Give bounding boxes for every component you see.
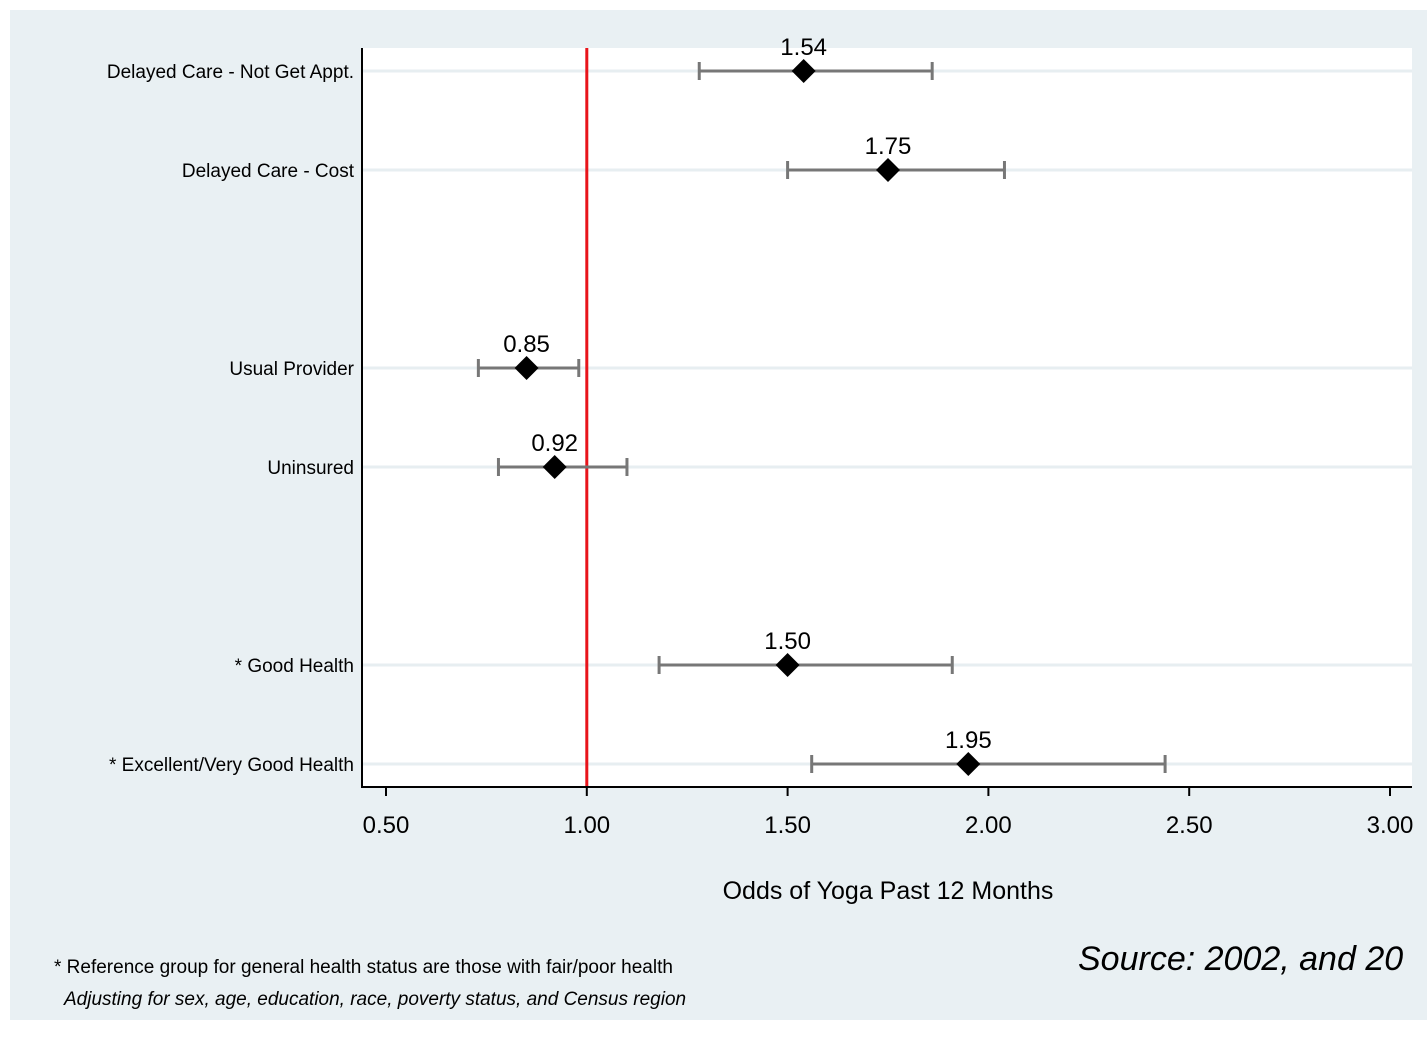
point-estimate-marker <box>514 356 539 380</box>
row-label: * Good Health <box>235 656 354 677</box>
x-tick-label: 1.00 <box>563 812 610 839</box>
adjustment-footnote: Adjusting for sex, age, education, race,… <box>64 989 687 1010</box>
x-axis-title: Odds of Yoga Past 12 Months <box>723 877 1054 905</box>
point-estimate-marker <box>956 752 981 776</box>
row-label: Uninsured <box>267 458 354 479</box>
x-tick-label: 1.50 <box>764 812 811 839</box>
x-tick-label: 2.00 <box>965 812 1012 839</box>
x-tick-label: 0.50 <box>363 812 410 839</box>
value-label: 1.95 <box>945 727 992 754</box>
value-label: 1.54 <box>780 34 827 61</box>
source-note: Source: 2002, and 20 <box>1078 940 1404 978</box>
row-label: Delayed Care - Cost <box>182 161 355 182</box>
value-labels: 1.54 1.75 0.85 0.92 1.50 1.95 <box>503 34 991 754</box>
point-estimates <box>514 59 981 776</box>
value-label: 0.92 <box>531 430 578 457</box>
value-label: 1.75 <box>865 133 912 160</box>
reference-footnote: * Reference group for general health sta… <box>54 957 673 978</box>
x-tick-label: 3.00 <box>1367 812 1414 839</box>
axes: 0.50 1.00 1.50 2.00 2.50 3.00 <box>361 48 1414 839</box>
point-estimate-marker <box>775 653 800 677</box>
point-estimate-marker <box>791 59 816 83</box>
value-label: 1.50 <box>764 628 811 655</box>
value-label: 0.85 <box>503 331 550 358</box>
row-labels: Delayed Care - Not Get Appt. Delayed Care… <box>107 62 355 776</box>
point-estimate-marker <box>542 455 567 479</box>
row-label: Delayed Care - Not Get Appt. <box>107 62 354 83</box>
point-estimate-marker <box>876 158 900 182</box>
x-tick-label: 2.50 <box>1166 812 1213 839</box>
row-label: * Excellent/Very Good Health <box>109 755 354 776</box>
row-label: Usual Provider <box>229 359 354 380</box>
